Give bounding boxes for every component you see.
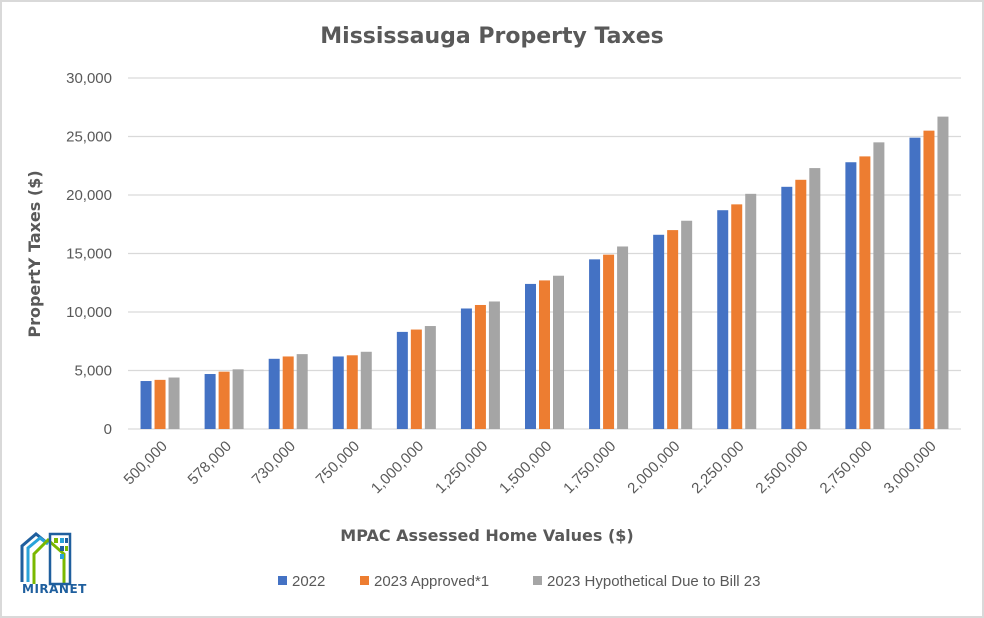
bar-2023-approved	[410, 329, 422, 429]
x-tick-label: 3,000,000	[881, 438, 940, 497]
bar-2023-hypothetical	[488, 301, 500, 429]
legend-label: 2022	[292, 573, 325, 590]
x-tick-label: 2,000,000	[624, 438, 683, 497]
bar-2023-hypothetical	[168, 377, 180, 429]
bar-2023-hypothetical	[809, 168, 821, 429]
bar-2022	[460, 308, 472, 429]
bar-2022	[653, 234, 665, 429]
y-tick-label: 15,000	[66, 246, 112, 263]
miranet-logo	[18, 532, 88, 602]
bar-2022	[717, 210, 729, 429]
bar-2023-approved	[154, 379, 166, 429]
bar-2023-approved	[539, 280, 550, 429]
bar-2022	[268, 358, 280, 429]
bar-2023-hypothetical	[681, 220, 693, 429]
x-tick-label: 1,000,000	[368, 438, 427, 497]
bar-2022	[525, 283, 536, 429]
y-tick-label: 5,000	[74, 363, 112, 380]
y-tick-label: 0	[104, 421, 112, 438]
bar-2023-approved	[346, 355, 358, 429]
bar-2023-hypothetical	[424, 326, 436, 429]
chart-title: Mississauga Property Taxes	[320, 24, 663, 49]
bar-2023-hypothetical	[873, 142, 885, 429]
bar-2022	[204, 374, 216, 429]
bar-2023-hypothetical	[232, 369, 244, 429]
bar-2023-approved	[603, 254, 615, 429]
legend-swatch	[533, 576, 542, 585]
bar-2022	[396, 331, 408, 429]
bar-2022	[845, 162, 857, 430]
bar-2023-hypothetical	[937, 116, 949, 430]
bar-2023-hypothetical	[553, 275, 564, 429]
y-tick-label: 10,000	[66, 304, 112, 321]
x-tick-label: 2,250,000	[688, 438, 747, 497]
bar-2022	[909, 137, 921, 430]
x-axis-label: MPAC Assessed Home Values ($)	[340, 526, 633, 545]
logo-house-icon	[20, 532, 72, 586]
legend-label: 2023 Hypothetical Due to Bill 23	[547, 573, 760, 590]
bar-2022	[332, 356, 344, 429]
x-tick-label: 750,000	[313, 438, 363, 488]
x-tick-label: 1,750,000	[560, 438, 619, 497]
bar-2023-approved	[731, 204, 743, 429]
legend-swatch	[278, 576, 287, 585]
bar-2023-approved	[474, 304, 486, 429]
x-tick-label: 1,250,000	[432, 438, 491, 497]
bar-2023-hypothetical	[360, 351, 372, 429]
x-tick-label: 1,500,000	[496, 438, 555, 497]
x-tick-label: 2,750,000	[817, 438, 876, 497]
bar-2023-approved	[282, 356, 294, 429]
x-tick-label: 2,500,000	[752, 438, 811, 497]
legend-swatch	[360, 576, 369, 585]
bar-2023-approved	[859, 156, 871, 429]
legend-item: 2022	[278, 573, 325, 590]
legend-item: 2023 Approved*1	[360, 573, 489, 590]
bar-2022	[589, 259, 601, 429]
legend-label: 2023 Approved*1	[374, 573, 489, 590]
bar-2023-approved	[667, 230, 679, 429]
bar-2023-hypothetical	[617, 246, 629, 429]
bar-2023-approved	[795, 179, 807, 429]
bar-2023-approved	[218, 371, 230, 429]
x-tick-label: 730,000	[249, 438, 299, 488]
logo-text: MIRANET	[22, 582, 87, 596]
bar-2022	[781, 186, 793, 429]
bar-2023-approved	[923, 130, 935, 429]
x-tick-label: 500,000	[120, 438, 170, 488]
y-tick-label: 20,000	[66, 187, 112, 204]
x-tick-label: 578,000	[185, 438, 235, 488]
y-axis-label: PropertY Taxes ($)	[25, 170, 44, 337]
bar-2022	[140, 381, 152, 429]
legend-item: 2023 Hypothetical Due to Bill 23	[533, 573, 760, 590]
y-tick-label: 30,000	[66, 70, 112, 87]
bar-2023-hypothetical	[296, 354, 308, 429]
bar-2023-hypothetical	[745, 193, 757, 429]
y-tick-label: 25,000	[66, 129, 112, 146]
